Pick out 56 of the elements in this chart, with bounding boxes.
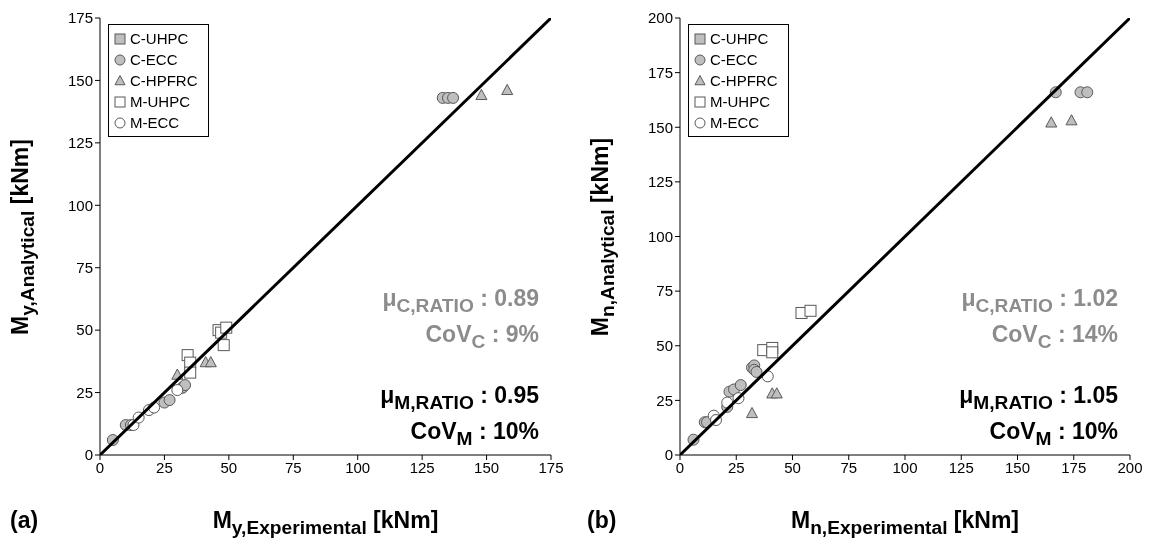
annotation: μ$_{C,RATIO}$ : 1.02 <box>961 285 1118 317</box>
x-tick-label: 100 <box>892 458 918 476</box>
annotation: μ$_{C,RATIO}$ : 0.89 <box>382 285 539 317</box>
legend-label: M-ECC <box>710 113 760 133</box>
y-tick-label: 150 <box>647 118 673 136</box>
y-tick-label: 125 <box>67 134 93 152</box>
legend-label: C-ECC <box>130 50 178 70</box>
x-tick-label: 200 <box>1117 458 1143 476</box>
y-tick-label: 200 <box>647 9 673 27</box>
y-tick-label: 25 <box>656 391 673 409</box>
y-tick-label: 75 <box>656 282 673 300</box>
x-tick-label: 25 <box>156 458 173 476</box>
x-tick-label: 0 <box>675 458 685 476</box>
y-tick-label: 75 <box>76 259 93 277</box>
text: (b) <box>587 507 617 534</box>
x-tick-label: 100 <box>345 458 371 476</box>
annotation: CoV$_{C}$ : 9% <box>425 321 539 353</box>
x-tick-label: 125 <box>948 458 974 476</box>
y-tick-label: 100 <box>647 227 673 245</box>
legend-label: C-HPFRC <box>710 71 778 91</box>
x-tick-label: 175 <box>538 458 564 476</box>
x-tick-label: 150 <box>1004 458 1031 476</box>
x-tick-label: 25 <box>727 458 745 476</box>
text: (a) <box>10 507 39 534</box>
annotation: CoV$_{M}$ : 10% <box>989 418 1118 450</box>
legend-label: C-UHPC <box>130 29 189 49</box>
y-tick-label: 175 <box>67 9 93 27</box>
x-tick-label: 125 <box>409 458 435 476</box>
legend-label: M-UHPC <box>710 92 770 112</box>
y-tick-label: 150 <box>67 71 93 89</box>
y-tick-label: 25 <box>76 383 93 401</box>
annotation: CoV$_{M}$ : 10% <box>410 418 539 450</box>
y-tick-label: 50 <box>76 321 93 339</box>
x-tick-label: 75 <box>284 458 302 476</box>
x-tick-label: 50 <box>784 458 801 476</box>
x-tick-label: 0 <box>95 458 105 476</box>
y-tick-label: 0 <box>664 446 673 464</box>
y-tick-label: 100 <box>67 196 93 214</box>
legend-label: M-ECC <box>130 113 180 133</box>
legend-label: C-ECC <box>710 50 758 70</box>
y-tick-label: 50 <box>656 337 673 355</box>
annotation: μ$_{M,RATIO}$ : 1.05 <box>959 382 1118 414</box>
x-tick-label: 50 <box>220 458 238 476</box>
x-tick-label: 150 <box>474 458 500 476</box>
legend-label: M-UHPC <box>130 92 190 112</box>
y-tick-label: 125 <box>647 173 673 191</box>
x-tick-label: 75 <box>840 458 858 476</box>
annotation: μ$_{M,RATIO}$ : 0.95 <box>380 382 539 414</box>
y-tick-label: 175 <box>647 63 673 81</box>
x-axis-title: M$_{y,Experimental}$ [kNm] <box>211 507 440 539</box>
legend-label: C-HPFRC <box>130 71 198 91</box>
x-tick-label: 175 <box>1061 458 1087 476</box>
x-axis-title: M$_{n,Experimental}$ [kNm] <box>789 507 1021 539</box>
y-tick-label: 0 <box>84 446 93 464</box>
legend-label: C-UHPC <box>710 29 769 49</box>
annotation: CoV$_{C}$ : 14% <box>991 321 1118 353</box>
